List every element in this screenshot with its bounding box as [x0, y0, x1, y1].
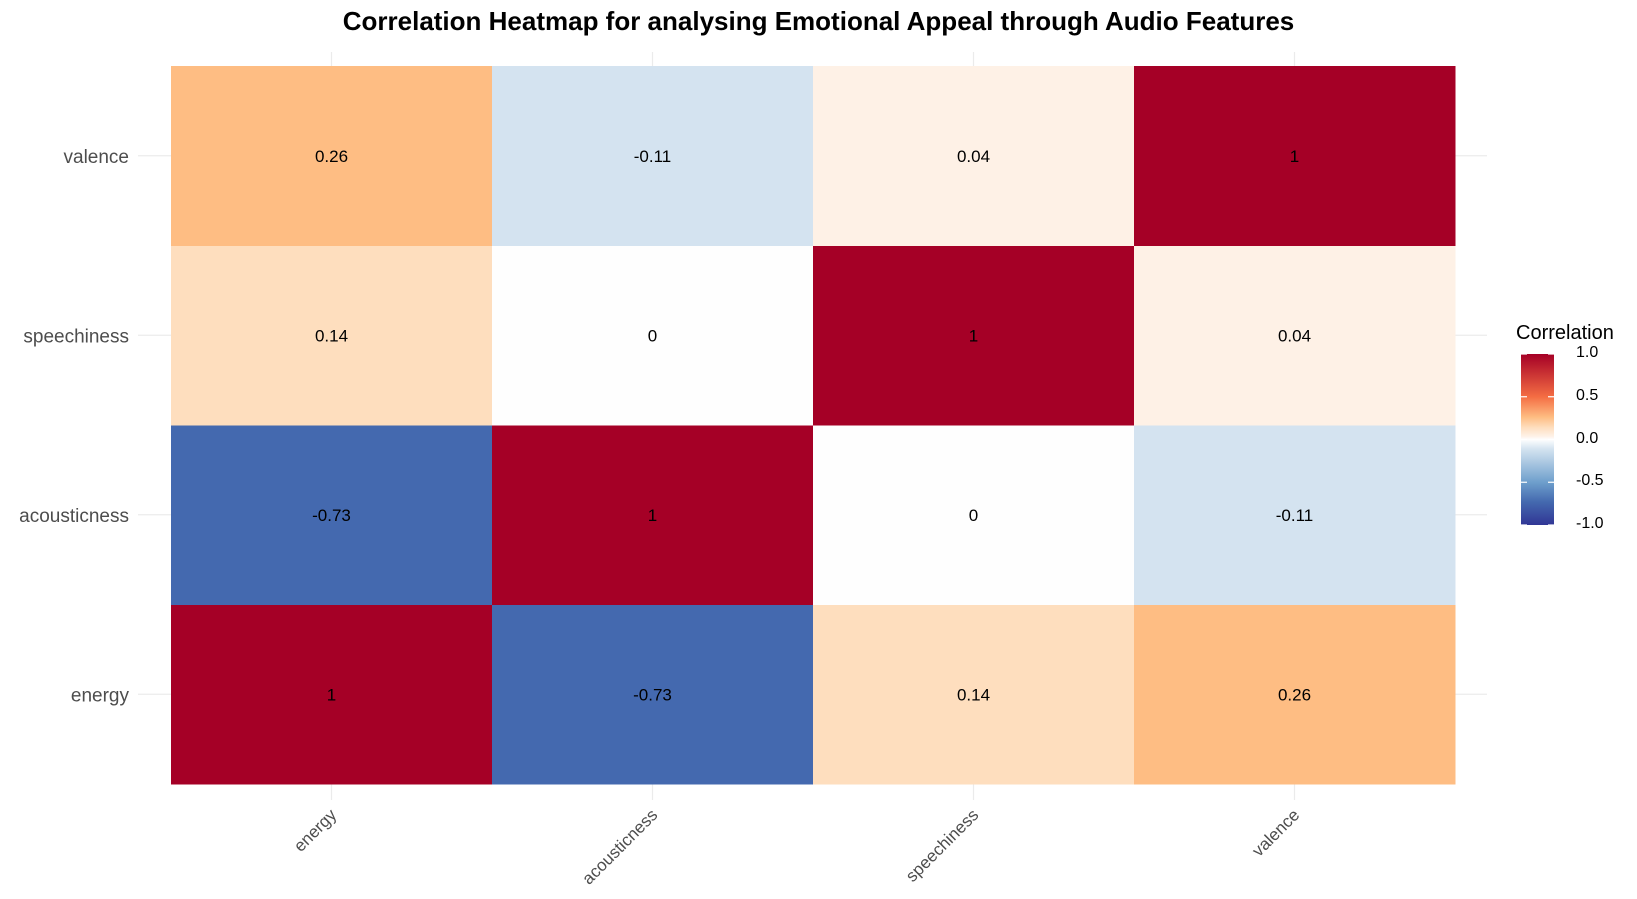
- cell-label-valence-valence: 1: [1290, 147, 1299, 166]
- cell-label-acousticness-speechiness: 0: [969, 506, 978, 525]
- heatmap-cell-labels: 1 -0.73 0.14 0.26 -0.73 1 0 -0.11 0.14 0 1 0.04 0.26…: [312, 147, 1313, 705]
- cell-valence-speechiness: [813, 66, 1135, 246]
- cell-acousticness-energy: [171, 425, 493, 605]
- cell-label-energy-energy: 1: [327, 685, 336, 704]
- y-tick-label-energy: energy: [71, 685, 130, 706]
- cell-valence-energy: [171, 66, 493, 246]
- cell-acousticness-speechiness: [813, 425, 1135, 605]
- legend-colorbar: [1521, 353, 1554, 526]
- cell-energy-acousticness: [492, 604, 814, 785]
- legend-title: Correlation: [1516, 322, 1614, 344]
- cell-label-valence-speechiness: 0.04: [957, 147, 990, 166]
- cell-label-energy-valence: 0.26: [1278, 685, 1311, 704]
- cell-acousticness-acousticness: [492, 425, 814, 605]
- cell-label-speechiness-valence: 0.04: [1278, 326, 1311, 345]
- cell-valence-acousticness: [492, 66, 814, 246]
- cell-energy-energy: [171, 604, 493, 785]
- x-tick-label-valence: valence: [1248, 805, 1303, 860]
- x-axis: energy acousticness speechiness valence: [290, 805, 1303, 888]
- heatmap-cells: [171, 66, 1456, 785]
- cell-speechiness-acousticness: [492, 245, 814, 426]
- cell-speechiness-speechiness: [813, 245, 1135, 426]
- x-tick-label-speechiness: speechiness: [902, 805, 982, 885]
- y-tick-label-acousticness: acousticness: [19, 506, 129, 527]
- legend-tick-label: -1.0: [1576, 515, 1604, 532]
- cell-label-acousticness-valence: -0.11: [1276, 506, 1314, 525]
- cell-label-acousticness-energy: -0.73: [312, 506, 351, 525]
- cell-label-valence-acousticness: -0.11: [634, 147, 672, 166]
- cell-energy-speechiness: [813, 604, 1135, 785]
- legend-tick-label: 0.0: [1576, 429, 1599, 447]
- legend-tick-label: -0.5: [1576, 472, 1604, 490]
- legend-tick-label: 0.5: [1576, 386, 1599, 404]
- cell-label-acousticness-acousticness: 1: [648, 506, 657, 525]
- cell-label-energy-acousticness: -0.73: [633, 685, 672, 704]
- cell-valence-valence: [1134, 66, 1456, 246]
- y-axis: energy acousticness speechiness valence: [19, 147, 129, 707]
- x-tick-label-acousticness: acousticness: [578, 805, 661, 888]
- y-tick-label-speechiness: speechiness: [23, 326, 129, 347]
- cell-speechiness-valence: [1134, 245, 1456, 426]
- cell-label-speechiness-acousticness: 0: [648, 326, 657, 345]
- x-tick-label-energy: energy: [290, 805, 341, 856]
- cell-speechiness-energy: [171, 245, 493, 426]
- cell-label-speechiness-energy: 0.14: [315, 326, 348, 345]
- chart-title: Correlation Heatmap for analysing Emotio…: [342, 6, 1295, 36]
- cell-label-speechiness-speechiness: 1: [969, 326, 978, 345]
- cell-label-energy-speechiness: 0.14: [957, 685, 990, 704]
- cell-energy-valence: [1134, 604, 1456, 785]
- y-tick-label-valence: valence: [64, 147, 130, 168]
- cell-acousticness-valence: [1134, 425, 1456, 605]
- legend-tick-label: 1.0: [1576, 344, 1599, 361]
- cell-label-valence-energy: 0.26: [315, 147, 348, 166]
